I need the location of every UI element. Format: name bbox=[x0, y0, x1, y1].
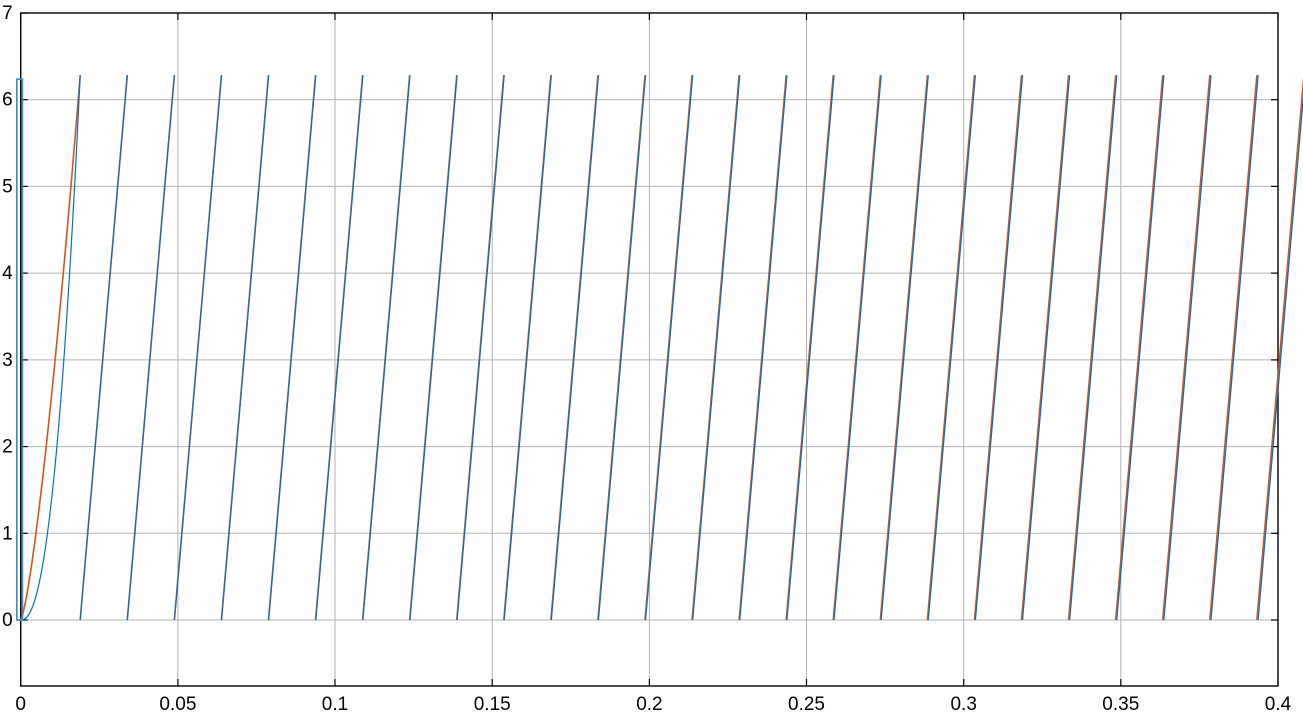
svg-text:6: 6 bbox=[2, 90, 13, 111]
svg-text:0.05: 0.05 bbox=[159, 694, 196, 715]
svg-text:0.35: 0.35 bbox=[1102, 694, 1139, 715]
svg-text:2: 2 bbox=[2, 437, 13, 458]
svg-text:3: 3 bbox=[2, 350, 13, 371]
svg-text:5: 5 bbox=[2, 176, 13, 197]
svg-text:0.4: 0.4 bbox=[1265, 694, 1292, 715]
svg-text:0.1: 0.1 bbox=[322, 694, 348, 715]
svg-text:7: 7 bbox=[2, 3, 13, 24]
svg-text:0: 0 bbox=[15, 694, 26, 715]
svg-text:0.2: 0.2 bbox=[636, 694, 662, 715]
svg-text:0.25: 0.25 bbox=[788, 694, 825, 715]
svg-text:1: 1 bbox=[2, 523, 13, 544]
svg-text:0: 0 bbox=[2, 610, 13, 631]
svg-text:0.3: 0.3 bbox=[950, 694, 976, 715]
svg-text:0.15: 0.15 bbox=[474, 694, 511, 715]
svg-text:4: 4 bbox=[2, 263, 13, 284]
